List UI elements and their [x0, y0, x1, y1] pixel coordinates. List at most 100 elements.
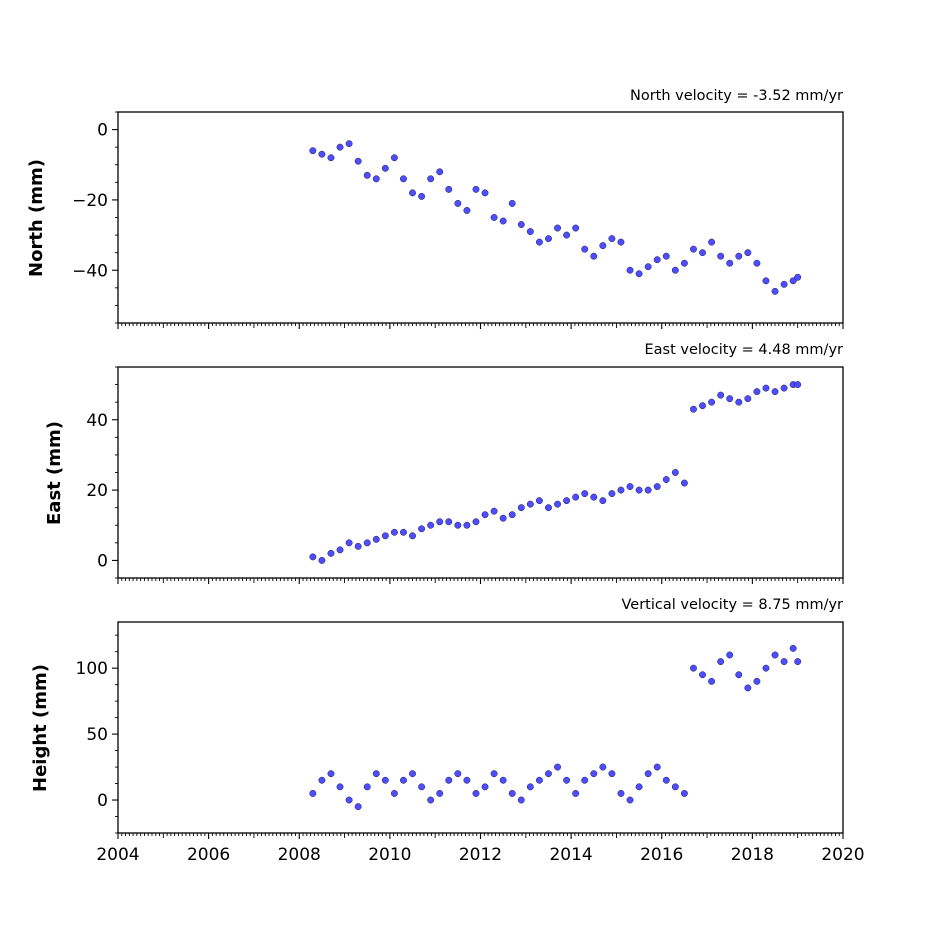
north-data-point [490, 214, 498, 221]
north-data-point [771, 287, 779, 295]
north-points [309, 140, 802, 295]
height-data-point [354, 803, 362, 811]
east-data-point [472, 518, 480, 526]
height-data-point [318, 776, 326, 784]
east-data-point [735, 398, 743, 406]
height-data-point [653, 763, 661, 771]
height-data-point [381, 776, 389, 784]
height-data-point [526, 783, 534, 791]
north-data-point [653, 256, 661, 264]
east-data-point [363, 539, 371, 547]
north-data-point [590, 252, 598, 260]
height-data-point [626, 796, 634, 804]
height-data-point [454, 770, 462, 778]
north-data-point [794, 273, 802, 281]
north-data-point [708, 238, 716, 246]
north-velocity-title: North velocity = -3.52 mm/yr [630, 88, 843, 104]
height-data-point [744, 684, 752, 692]
height-data-point [780, 658, 788, 666]
east-data-point [445, 518, 453, 526]
north-data-point [617, 238, 625, 246]
north-y-tick-label: −40 [72, 261, 108, 281]
height-data-point [481, 783, 489, 791]
height-y-tick-label: 50 [86, 725, 108, 745]
height-data-point [608, 770, 616, 778]
height-data-point [581, 776, 589, 784]
height-data-point [463, 776, 471, 784]
north-y-tick-label: −20 [72, 191, 108, 211]
north-data-point [517, 221, 525, 228]
east-data-point [726, 395, 734, 403]
east-data-point [545, 504, 552, 512]
north-data-point [726, 259, 734, 267]
east-data-point [626, 483, 634, 491]
north-data-point [680, 259, 688, 267]
north-data-point [780, 280, 788, 288]
height-data-point [708, 677, 716, 685]
east-data-point [418, 525, 426, 533]
north-data-point [753, 259, 761, 267]
north-data-point [354, 157, 362, 165]
east-data-point [771, 388, 779, 396]
east-data-point [499, 514, 507, 522]
north-data-point [662, 252, 670, 260]
height-data-point [427, 796, 435, 804]
east-data-point [753, 388, 761, 396]
east-points [309, 381, 802, 564]
east-y-tick-label: 0 [97, 551, 108, 571]
east-data-point [390, 528, 398, 536]
east-data-point [554, 500, 561, 508]
height-data-point [309, 789, 317, 797]
north-data-point [671, 266, 679, 274]
north-data-point [436, 168, 444, 176]
north-data-point [499, 217, 507, 225]
north-data-point [381, 164, 389, 172]
north-data-point [762, 277, 770, 285]
east-data-point [635, 486, 643, 494]
east-velocity-title: East velocity = 4.48 mm/yr [644, 342, 843, 358]
height-data-point [363, 783, 371, 791]
east-data-point [481, 511, 489, 519]
east-data-point [608, 490, 616, 498]
north-data-point [363, 171, 371, 179]
height-y-tick-label: 100 [76, 659, 108, 679]
east-data-point [508, 511, 516, 519]
height-data-point [390, 789, 398, 797]
north-data-point [581, 245, 589, 253]
north-data-point [717, 252, 725, 260]
height-data-point [753, 677, 761, 685]
height-data-point [599, 763, 607, 771]
x-tick-label: 2014 [549, 845, 592, 865]
north-data-point [535, 238, 543, 246]
north-data-point [327, 154, 335, 162]
height-data-point [327, 770, 335, 778]
height-data-point [345, 796, 353, 804]
height-data-point [472, 789, 480, 797]
height-data-point [517, 796, 525, 804]
east-panel: East velocity = 4.48 mm/yr East (mm) 0 20… [44, 342, 844, 584]
north-data-point [744, 249, 752, 257]
vertical-velocity-title: Vertical velocity = 8.75 mm/yr [622, 597, 844, 613]
north-data-point [481, 189, 489, 197]
east-data-point [644, 486, 652, 494]
height-data-point [535, 776, 543, 784]
north-data-point [445, 185, 453, 193]
east-data-point [744, 395, 752, 403]
height-data-point [726, 651, 734, 659]
east-data-point [572, 493, 580, 501]
east-data-point [372, 535, 380, 543]
height-data-point [545, 770, 552, 778]
x-tick-label: 2016 [640, 845, 683, 865]
height-data-point [400, 776, 407, 784]
north-data-point [409, 189, 416, 197]
north-data-point [644, 263, 652, 271]
north-data-point [336, 143, 344, 151]
north-data-point [454, 199, 462, 207]
height-data-point [671, 783, 679, 791]
x-tick-label: 2018 [731, 845, 774, 865]
x-tick-label: 2004 [96, 845, 139, 865]
height-data-point [717, 658, 725, 666]
height-data-point [409, 770, 416, 778]
north-plot-frame [117, 111, 844, 324]
